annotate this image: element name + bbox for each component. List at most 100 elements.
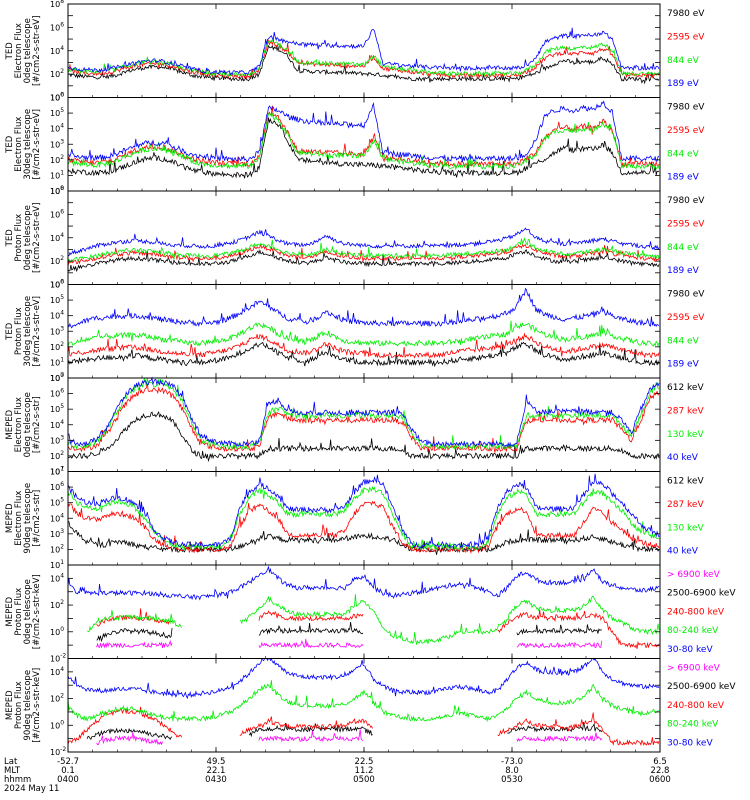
series-line-7-2 [96,622,602,643]
series-line-1-4 [67,27,660,76]
y-axis-label-line: MEPED [5,503,15,533]
legend-entry: 240-800 keV [667,701,725,711]
x-tick-label: 22.8 [651,766,670,776]
y-tick-label: 102 [50,154,64,165]
legend-entry: 7980 eV [667,103,705,113]
y-tick-label: 105 [50,294,64,305]
legend-entry: 2595 eV [667,32,705,42]
y-axis-label-line: Electron Flux [14,491,24,546]
y-axis-label-line: Electron Flux [14,117,24,172]
y-axis-label-line: TED [5,322,15,341]
y-tick-label: 103 [50,528,64,539]
panel-1: 7980 eV 2595 eV 844 eV 189 eV 100 102 104 106 10… [5,0,705,103]
y-axis-label-line: [#/cm2-s-str-eV] [32,109,42,179]
y-tick-label: 100 [50,92,64,103]
y-axis-label-line: 30deg telescope [23,109,33,180]
series-line-1-1 [67,44,660,85]
y-axis-label-line: [#/cm2-s-str-eV] [32,296,42,366]
y-tick-label: 104 [50,572,64,583]
y-axis-label-line: Proton Flux [14,681,24,729]
y-tick-label: 104 [50,512,64,523]
panel-4: 7980 eV 2595 eV 844 eV 189 eV 100 101 102 103 10… [5,279,705,384]
y-axis-label-line: MEPED [5,596,15,626]
y-tick-label: 101 [50,356,64,367]
legend-entry: 7980 eV [667,290,705,300]
series-line-6-2 [67,500,660,555]
x-tick-label: 22.1 [207,766,226,776]
series-line-4-4 [67,287,660,329]
legend-entry: > 6900 keV [667,664,721,674]
panel-frame [67,97,661,192]
y-tick-label: 102 [50,693,64,704]
y-tick-label: 100 [50,719,64,730]
panel-8: > 6900 keV 2500-6900 keV 240-800 keV 80-240… [5,657,736,757]
y-axis-label-line: 90deg telescope [23,483,33,554]
series-line-8-5 [67,657,660,700]
series-line-5-4 [67,376,660,448]
panel-frame [67,377,661,472]
legend-entry: 2595 eV [667,126,705,136]
y-axis-label-line: Proton Flux [14,214,24,262]
legend-entry: 130 keV [667,523,704,533]
y-axis-label-line: 0deg telescope [23,579,33,644]
series-line-2-3 [67,112,660,171]
legend-entry: 844 eV [667,56,700,66]
y-axis-label-line: TED [5,135,15,154]
series-line-8-1 [96,729,603,746]
legend-entry: 30-80 keV [667,738,713,748]
legend-entry: 40 keV [667,453,699,463]
legend-entry: 189 eV [667,266,700,276]
x-axis-row-label: MLT [4,766,21,776]
y-tick-label: 106 [50,388,64,399]
x-tick-label: 0530 [501,775,523,785]
series-line-7-3 [96,608,660,649]
y-tick-label: 104 [50,45,64,56]
y-axis-label-line: TED [5,42,15,61]
y-axis-label-line: [#/cm2-s-str-keV] [32,574,42,649]
x-tick-label: 0600 [649,775,671,785]
y-tick-label: 102 [50,68,64,79]
panel-5: 612 keV 287 keV 130 keV 40 keV 101 102 103 104 1… [5,372,704,477]
x-tick-label: 0400 [57,775,79,785]
y-tick-label: 106 [50,481,64,492]
legend-entry: 844 eV [667,243,700,253]
y-tick-label: 104 [50,310,64,321]
y-tick-label: 105 [50,107,64,118]
y-tick-label: 107 [50,372,64,383]
legend-entry: 130 keV [667,430,704,440]
series-line-3-3 [67,237,660,263]
panel-frame [67,471,661,566]
x-tick-label: -73.0 [501,757,523,767]
legend-entry: 2500-6900 keV [667,682,736,692]
legend-entry: 844 eV [667,336,700,346]
y-axis-label-line: [#/cm2-s-str] [32,396,42,453]
legend-entry: 612 keV [667,383,704,393]
panel-7: > 6900 keV 2500-6900 keV 240-800 keV 80-240… [5,564,736,664]
y-axis-label-line: [#/cm2-s-str-keV] [32,668,42,743]
y-axis-label-line: 0deg telescope [23,205,33,270]
y-tick-label: 105 [50,497,64,508]
legend-entry: 189 eV [667,173,700,183]
y-tick-label: 107 [50,466,64,477]
series-line-6-4 [67,473,660,549]
y-axis-label-line: 90deg telescope [23,670,33,741]
x-tick-label: 8.0 [505,766,519,776]
y-tick-label: 106 [50,279,64,290]
series-line-4-3 [67,320,660,347]
legend-entry: 40 keV [667,547,699,557]
y-tick-label: 100 [50,279,64,290]
y-axis-label-line: MEPED [5,690,15,720]
series-line-2-2 [67,105,660,169]
y-tick-label: 102 [50,450,64,461]
y-axis-label-line: 0deg telescope [23,18,33,83]
y-tick-label: 10-2 [50,653,66,664]
series-line-8-2 [86,722,603,741]
y-axis-label-line: Proton Flux [14,307,24,355]
legend-entry: 287 keV [667,406,704,416]
y-tick-label: 104 [50,123,64,134]
y-tick-label: 103 [50,325,64,336]
y-tick-label: 108 [50,185,64,196]
y-tick-label: 102 [50,255,64,266]
x-tick-label: 0430 [205,775,227,785]
